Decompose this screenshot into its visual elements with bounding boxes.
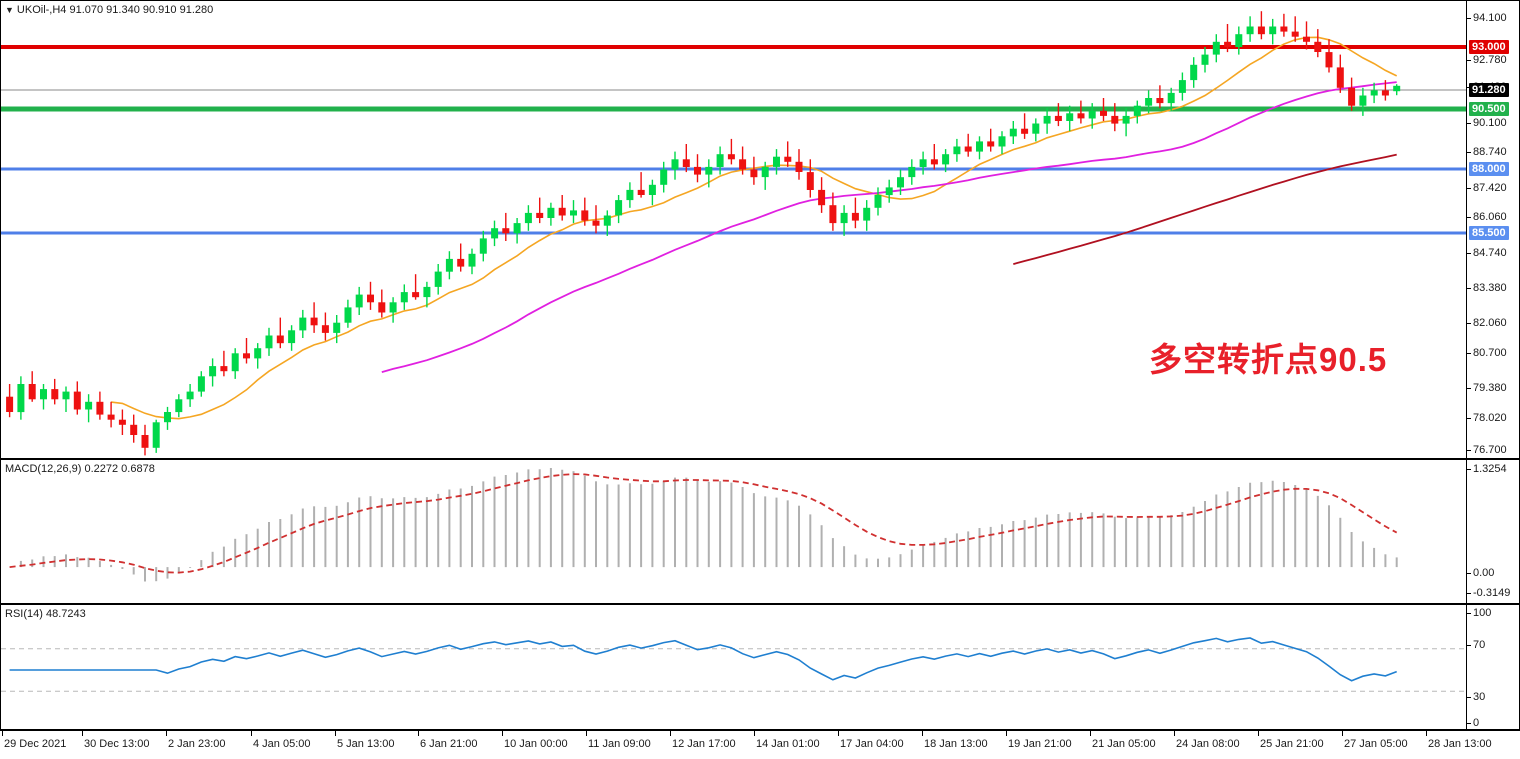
time-axis-tick	[82, 731, 83, 736]
time-axis-tick	[2, 731, 3, 736]
price-axis-tick: 90.100	[1467, 118, 1507, 129]
time-axis-tick	[754, 731, 755, 736]
time-axis-tick	[1174, 731, 1175, 736]
macd-panel[interactable]: MACD(12,26,9) 0.2272 0.6878 1.3254 0.00 -0…	[0, 459, 1520, 604]
chevron-down-icon[interactable]: ▼	[5, 5, 14, 16]
price-plot-area[interactable]	[1, 1, 1467, 458]
rsi-axis-tick: 0	[1467, 718, 1479, 729]
price-axis-tick: 80.700	[1467, 348, 1507, 359]
price-axis[interactable]: 94.10092.78091.43090.10088.74087.42086.0…	[1466, 1, 1519, 458]
time-axis[interactable]: 29 Dec 2021 30 Dec 13:00 2 Jan 23:00 4 Jan …	[0, 730, 1520, 759]
price-tag-resistance-93[interactable]: 93.000	[1469, 40, 1509, 55]
time-axis-label: 11 Jan 09:00	[588, 738, 651, 750]
price-tag-support-90-5[interactable]: 90.500	[1469, 102, 1509, 117]
time-axis-label: 30 Dec 13:00	[84, 738, 150, 750]
time-axis-label: 10 Jan 00:00	[504, 738, 568, 750]
rsi-axis-tick: 70	[1467, 640, 1485, 651]
time-axis-label: 6 Jan 21:00	[420, 738, 478, 750]
time-axis-tick	[1006, 731, 1007, 736]
time-axis-label: 12 Jan 17:00	[672, 738, 736, 750]
time-axis-tick	[335, 731, 336, 736]
time-axis-tick	[502, 731, 503, 736]
macd-label: MACD(12,26,9) 0.2272 0.6878	[5, 463, 155, 475]
price-axis-tick: 92.780	[1467, 55, 1507, 66]
price-axis-tick: 83.380	[1467, 283, 1507, 294]
time-axis-label: 21 Jan 05:00	[1092, 738, 1156, 750]
price-tag-last-price[interactable]: 91.280	[1469, 83, 1509, 98]
price-chart-panel[interactable]: ▼ UKOil-,H4 91.070 91.340 90.910 91.280 9…	[0, 0, 1520, 459]
time-axis-tick	[1342, 731, 1343, 736]
price-axis-tick: 76.700	[1467, 445, 1507, 456]
price-axis-tick: 87.420	[1467, 183, 1507, 194]
price-tag-level-88[interactable]: 88.000	[1469, 162, 1509, 177]
time-axis-tick	[838, 731, 839, 736]
time-axis-label: 5 Jan 13:00	[337, 738, 395, 750]
macd-axis-tick: -0.3149	[1467, 588, 1510, 599]
time-axis-label: 27 Jan 05:00	[1344, 738, 1408, 750]
price-axis-tick: 94.100	[1467, 13, 1507, 24]
time-axis-label: 14 Jan 01:00	[756, 738, 820, 750]
rsi-label: RSI(14) 48.7243	[5, 608, 86, 620]
time-axis-label: 4 Jan 05:00	[253, 738, 311, 750]
time-axis-tick	[166, 731, 167, 736]
price-tag-level-85-5[interactable]: 85.500	[1469, 226, 1509, 241]
price-axis-tick: 79.380	[1467, 383, 1507, 394]
time-axis-tick	[1258, 731, 1259, 736]
time-axis-tick	[586, 731, 587, 736]
time-axis-tick	[418, 731, 419, 736]
time-axis-tick	[922, 731, 923, 736]
rsi-axis-tick: 100	[1467, 608, 1491, 619]
chart-annotation-text: 多空转折点90.5	[1149, 341, 1388, 378]
time-axis-tick	[1090, 731, 1091, 736]
rsi-panel[interactable]: RSI(14) 48.7243 100 70 30 0	[0, 604, 1520, 730]
time-axis-label: 17 Jan 04:00	[840, 738, 904, 750]
price-axis-tick: 78.020	[1467, 413, 1507, 424]
time-axis-tick	[251, 731, 252, 736]
time-axis-tick	[670, 731, 671, 736]
chart-header: ▼ UKOil-,H4 91.070 91.340 90.910 91.280	[5, 4, 213, 16]
time-axis-label: 24 Jan 08:00	[1176, 738, 1240, 750]
macd-axis-tick: 0.00	[1467, 568, 1494, 579]
macd-plot-area[interactable]	[1, 460, 1467, 603]
time-axis-tick	[1426, 731, 1427, 736]
time-axis-label: 19 Jan 21:00	[1008, 738, 1072, 750]
price-axis-tick: 88.740	[1467, 147, 1507, 158]
price-axis-tick: 82.060	[1467, 318, 1507, 329]
rsi-axis-tick: 30	[1467, 692, 1485, 703]
macd-axis-tick: 1.3254	[1467, 464, 1507, 475]
rsi-axis[interactable]: 100 70 30 0	[1466, 605, 1519, 729]
time-axis-label: 18 Jan 13:00	[924, 738, 988, 750]
rsi-plot-area[interactable]	[1, 605, 1467, 729]
price-axis-tick: 86.060	[1467, 212, 1507, 223]
macd-axis[interactable]: 1.3254 0.00 -0.3149	[1466, 460, 1519, 603]
time-axis-label: 2 Jan 23:00	[168, 738, 226, 750]
time-axis-label: 29 Dec 2021	[4, 738, 67, 750]
price-axis-tick: 84.740	[1467, 248, 1507, 259]
time-axis-label: 25 Jan 21:00	[1260, 738, 1324, 750]
time-axis-label: 28 Jan 13:00	[1428, 738, 1492, 750]
chart-title: UKOil-,H4 91.070 91.340 90.910 91.280	[16, 4, 214, 16]
